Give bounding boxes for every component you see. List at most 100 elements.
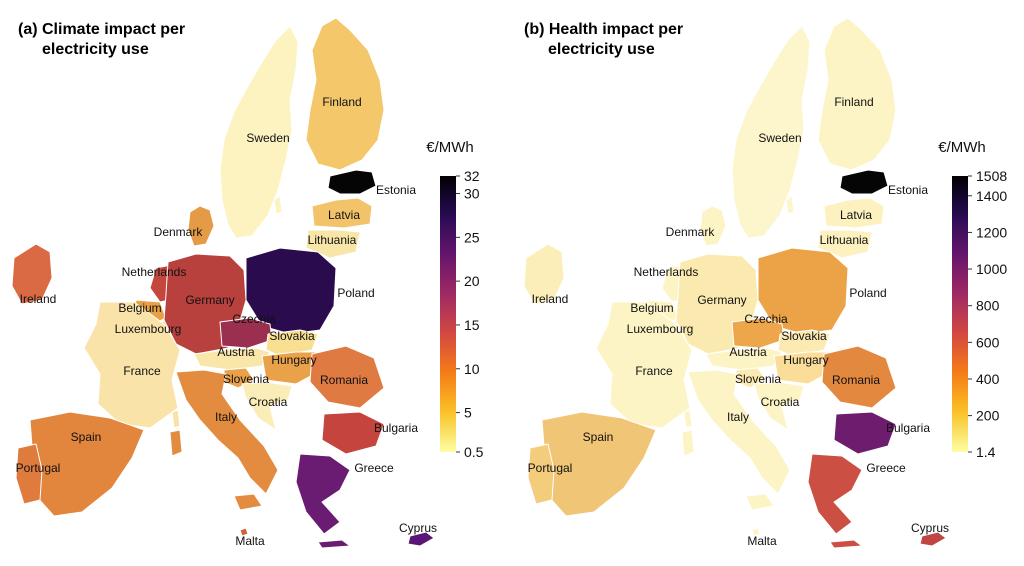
country-malta: [239, 527, 249, 537]
label-cyprus: Cyprus: [399, 521, 437, 535]
island-corsica: [171, 409, 181, 429]
title-line-2: electricity use: [548, 41, 655, 58]
label-lithuania: Lithuania: [308, 233, 357, 247]
label-estonia: Estonia: [376, 183, 416, 197]
country-sweden: [219, 25, 299, 239]
island-sicily: [233, 493, 263, 511]
country-croatia: [753, 381, 805, 431]
country-lithuania: [305, 229, 361, 259]
climate-map: Sweden Finland Estonia Latvia Lithuania Denma…: [11, 17, 484, 549]
country-denmark: [699, 205, 727, 247]
island-sardinia: [681, 429, 695, 457]
label-czechia: Czechia: [232, 312, 276, 326]
label-germany: Germany: [185, 293, 234, 307]
label-netherlands: Netherlands: [634, 265, 699, 279]
label-lithuania: Lithuania: [820, 233, 869, 247]
legend-tick-label: 1400: [976, 188, 1007, 204]
color-legend: €/MWh 32 30 25 20 15 10 5 0.5: [426, 139, 483, 460]
label-netherlands: Netherlands: [122, 265, 187, 279]
label-latvia: Latvia: [328, 208, 360, 222]
label-slovenia: Slovenia: [223, 372, 269, 386]
legend-tick-label: 200: [976, 408, 1000, 424]
country-italy: [687, 369, 791, 495]
label-bulgaria: Bulgaria: [886, 421, 930, 435]
country-croatia: [241, 381, 293, 431]
legend-tick-label: 10: [464, 361, 480, 377]
country-portugal: [15, 443, 43, 505]
country-france: [83, 301, 181, 429]
label-austria: Austria: [729, 345, 767, 359]
label-latvia: Latvia: [840, 208, 872, 222]
label-ireland: Ireland: [532, 292, 569, 306]
panel-title: (a) Climate impact per electricity use: [18, 20, 185, 60]
country-bulgaria: [321, 411, 385, 455]
legend-tick-label: 5: [464, 405, 472, 421]
label-malta: Malta: [747, 534, 777, 548]
country-slovakia: [777, 329, 831, 357]
label-spain: Spain: [71, 430, 102, 444]
color-legend: €/MWh 1508 1400 1200 1000 800 600 400 200 1.4: [938, 139, 1007, 460]
label-greece: Greece: [866, 461, 906, 475]
legend-tick-label: 400: [976, 371, 1000, 387]
country-bulgaria: [833, 411, 897, 455]
island-crete: [317, 539, 351, 549]
country-cyprus: [407, 531, 435, 547]
label-spain: Spain: [583, 430, 614, 444]
country-layer: [523, 17, 947, 549]
label-romania: Romania: [832, 373, 880, 387]
country-portugal: [527, 443, 555, 505]
colorbar: [440, 176, 456, 452]
country-ireland: [523, 243, 565, 305]
title-line-1: (b) Health impact per: [524, 21, 684, 38]
label-greece: Greece: [354, 461, 394, 475]
country-romania: [821, 345, 897, 409]
label-portugal: Portugal: [16, 461, 61, 475]
label-bulgaria: Bulgaria: [374, 421, 418, 435]
country-poland: [757, 247, 849, 335]
legend-tick-label: 1000: [976, 261, 1007, 277]
country-france: [595, 301, 693, 429]
label-germany: Germany: [697, 293, 746, 307]
country-slovakia: [265, 329, 319, 357]
label-hungary: Hungary: [271, 353, 316, 367]
label-cyprus: Cyprus: [911, 521, 949, 535]
panel-title: (b) Health impact per electricity use: [524, 20, 683, 60]
country-estonia: [327, 169, 377, 195]
country-greece: [295, 453, 351, 535]
country-layer: [11, 17, 435, 549]
country-latvia: [311, 197, 373, 229]
label-belgium: Belgium: [630, 301, 673, 315]
label-finland: Finland: [834, 95, 873, 109]
climate-impact-panel: (a) Climate impact per electricity use S…: [11, 17, 484, 549]
country-denmark: [187, 205, 215, 247]
label-slovenia: Slovenia: [735, 372, 781, 386]
island-gotland: [785, 195, 795, 215]
label-denmark: Denmark: [666, 225, 716, 239]
health-map: Sweden Finland Estonia Latvia Lithuania Denma…: [523, 17, 1007, 549]
country-finland: [817, 17, 897, 171]
country-sweden: [731, 25, 811, 239]
country-malta: [751, 527, 761, 537]
legend-tick-label: 20: [464, 273, 480, 289]
legend-tick-label: 32: [464, 168, 480, 184]
island-sicily: [745, 493, 775, 511]
island-corsica: [683, 409, 693, 429]
label-finland: Finland: [322, 95, 361, 109]
label-slovakia: Slovakia: [781, 329, 827, 343]
label-sweden: Sweden: [758, 131, 801, 145]
legend-unit: €/MWh: [426, 139, 474, 156]
country-labels: Sweden Finland Estonia Latvia Lithuania Denma…: [16, 95, 437, 548]
label-denmark: Denmark: [154, 225, 204, 239]
country-finland: [305, 17, 385, 171]
label-slovakia: Slovakia: [269, 329, 315, 343]
legend-tick-label: 1508: [976, 168, 1007, 184]
label-italy: Italy: [215, 410, 237, 424]
legend-tick-label: 30: [464, 186, 480, 202]
country-cyprus: [919, 531, 947, 547]
label-italy: Italy: [727, 410, 749, 424]
label-estonia: Estonia: [888, 183, 928, 197]
label-poland: Poland: [849, 286, 886, 300]
label-romania: Romania: [320, 373, 368, 387]
label-austria: Austria: [217, 345, 255, 359]
legend-tick-label: 25: [464, 229, 480, 245]
